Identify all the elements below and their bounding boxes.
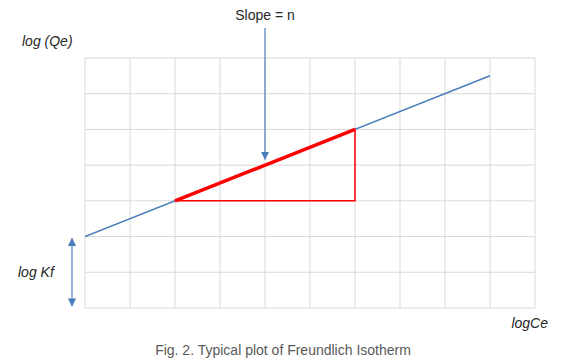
intercept-label: log Kf (18, 264, 56, 280)
y-axis-label: log (Qe) (22, 33, 73, 49)
grid-line-x (445, 58, 446, 308)
grid-line-y (85, 308, 535, 309)
grid-line-x (490, 58, 491, 308)
grid-line-x (130, 58, 131, 308)
grid-line-x (400, 58, 401, 308)
grid-line-x (175, 58, 176, 308)
grid-line-y (85, 58, 535, 59)
plot-data (85, 76, 490, 237)
grid-line-x (535, 58, 536, 308)
isotherm-line (85, 76, 490, 237)
grid-line-y (85, 93, 535, 94)
grid-line-y (85, 272, 535, 273)
grid (85, 58, 535, 308)
intercept-arrow (71, 239, 72, 306)
grid-line-x (85, 58, 86, 308)
grid-line-y (85, 129, 535, 130)
chart: Slope = n log Kf log (Qe) logCe Fig. 2. Typi… (0, 0, 567, 363)
grid-line-y (85, 165, 535, 166)
slope-arrow (264, 28, 265, 159)
chart-root: Slope = n log Kf log (Qe) logCe Fig. 2. Typi… (0, 0, 567, 363)
grid-line-y (85, 236, 535, 237)
caption: Fig. 2. Typical plot of Freundlich Isoth… (155, 342, 411, 358)
grid-line-x (310, 58, 311, 308)
x-axis-label: logCe (511, 315, 548, 331)
slope-label: Slope = n (235, 7, 295, 23)
